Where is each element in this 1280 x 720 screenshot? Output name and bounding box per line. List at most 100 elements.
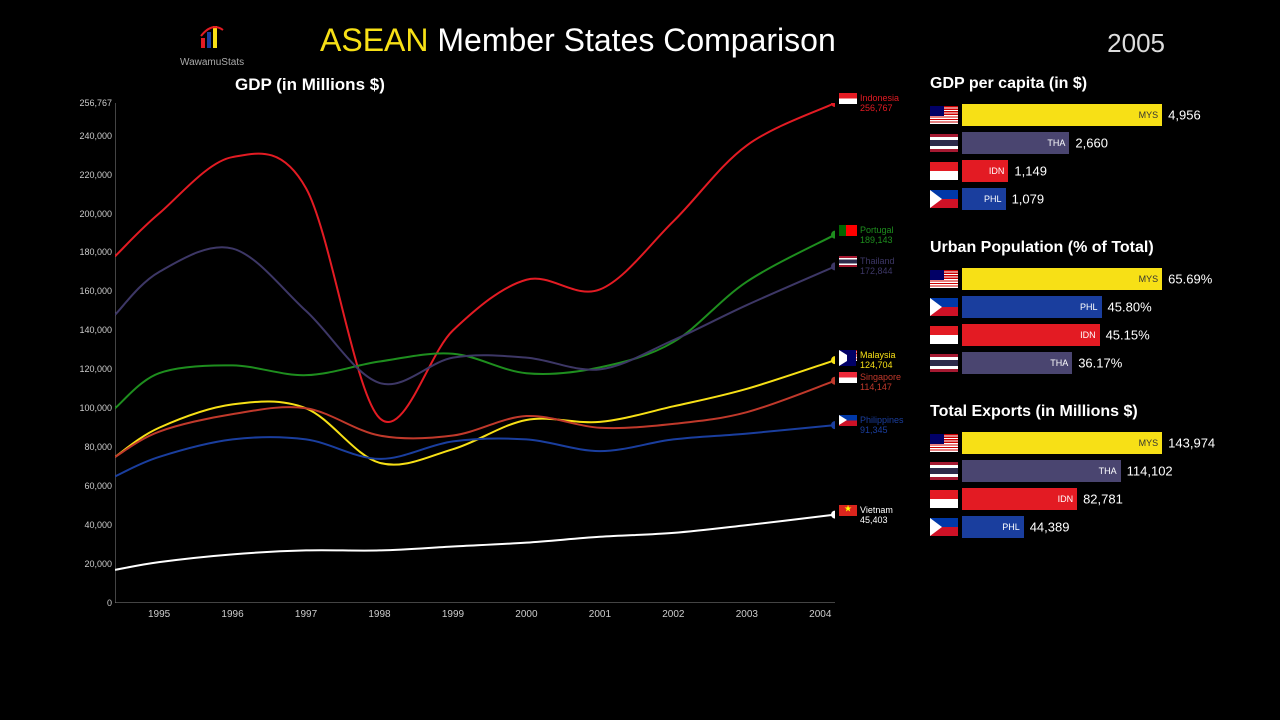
bar-row-mys: MYS 65.69% bbox=[930, 267, 1240, 291]
bar-track: PHL 44,389 bbox=[962, 516, 1240, 538]
title-highlight: ASEAN bbox=[320, 22, 428, 58]
year-display: 2005 bbox=[1107, 28, 1165, 59]
plot-area: Indonesia256,767Portugal189,143Thailand1… bbox=[115, 103, 835, 603]
flag-tha-icon bbox=[930, 134, 958, 152]
bar-track: MYS 4,956 bbox=[962, 104, 1240, 126]
flag-vnm-icon bbox=[839, 505, 857, 516]
y-tick-label: 60,000 bbox=[57, 481, 112, 491]
x-tick-label: 1995 bbox=[148, 609, 170, 620]
x-tick-label: 1997 bbox=[295, 609, 317, 620]
flag-prt-icon bbox=[839, 225, 857, 236]
side-panels: GDP per capita (in $) MYS 4,956 THA 2,66… bbox=[930, 75, 1240, 567]
bar-code: PHL bbox=[984, 194, 1002, 204]
y-tick-label: 120,000 bbox=[57, 364, 112, 374]
logo: WawamuStats bbox=[180, 20, 244, 68]
bar-row-tha: THA 2,660 bbox=[930, 131, 1240, 155]
flag-tha-icon bbox=[930, 462, 958, 480]
x-tick-label: 2004 bbox=[809, 609, 831, 620]
bar-value: 114,102 bbox=[1127, 464, 1173, 479]
bar-track: THA 36.17% bbox=[962, 352, 1240, 374]
flag-tha-icon bbox=[930, 354, 958, 372]
bar-row-mys: MYS 4,956 bbox=[930, 103, 1240, 127]
y-tick-label: 80,000 bbox=[57, 442, 112, 452]
bar-fill: PHL 44,389 bbox=[962, 516, 1024, 538]
series-label-tha: Thailand172,844 bbox=[839, 256, 895, 277]
x-tick-label: 1998 bbox=[368, 609, 390, 620]
bar-fill: MYS 4,956 bbox=[962, 104, 1162, 126]
bar-code: THA bbox=[1050, 358, 1068, 368]
flag-phl-icon bbox=[930, 190, 958, 208]
series-label-phl: Philippines91,345 bbox=[839, 415, 904, 436]
bar-fill: MYS 143,974 bbox=[962, 432, 1162, 454]
title-rest: Member States Comparison bbox=[428, 22, 835, 58]
bar-value: 45.15% bbox=[1106, 328, 1150, 343]
x-tick-label: 1999 bbox=[442, 609, 464, 620]
y-tick-label: 40,000 bbox=[57, 520, 112, 530]
series-label-sgp: Singapore114,147 bbox=[839, 372, 901, 393]
bar-row-phl: PHL 44,389 bbox=[930, 515, 1240, 539]
bar-track: PHL 1,079 bbox=[962, 188, 1240, 210]
panel-title: GDP per capita (in $) bbox=[930, 75, 1240, 93]
bar-fill: IDN 1,149 bbox=[962, 160, 1008, 182]
bar-code: THA bbox=[1099, 466, 1117, 476]
panel-title: Urban Population (% of Total) bbox=[930, 239, 1240, 257]
flag-tha-icon bbox=[839, 256, 857, 267]
flag-phl-icon bbox=[839, 415, 857, 426]
flag-sgp-icon bbox=[839, 372, 857, 383]
bar-code: PHL bbox=[1002, 522, 1020, 532]
y-tick-label: 100,000 bbox=[57, 403, 112, 413]
bar-panel-2: Total Exports (in Millions $) MYS 143,97… bbox=[930, 403, 1240, 539]
series-line-phl bbox=[115, 425, 835, 476]
series-label-idn: Indonesia256,767 bbox=[839, 93, 899, 114]
y-axis: 020,00040,00060,00080,000100,000120,0001… bbox=[57, 103, 112, 603]
series-line-mys bbox=[115, 360, 835, 465]
bar-fill: IDN 45.15% bbox=[962, 324, 1100, 346]
bar-panel-1: Urban Population (% of Total) MYS 65.69%… bbox=[930, 239, 1240, 375]
chart-area: 020,00040,00060,00080,000100,000120,0001… bbox=[115, 103, 885, 623]
bar-value: 44,389 bbox=[1030, 520, 1070, 535]
bar-value: 65.69% bbox=[1168, 272, 1212, 287]
y-tick-label: 200,000 bbox=[57, 209, 112, 219]
bar-fill: THA 114,102 bbox=[962, 460, 1121, 482]
x-tick-label: 1996 bbox=[221, 609, 243, 620]
bar-code: MYS bbox=[1139, 438, 1159, 448]
y-tick-label: 140,000 bbox=[57, 325, 112, 335]
bar-code: PHL bbox=[1080, 302, 1098, 312]
flag-mys-icon bbox=[930, 270, 958, 288]
bar-value: 1,149 bbox=[1014, 164, 1047, 179]
flag-idn-icon bbox=[930, 326, 958, 344]
bar-value: 4,956 bbox=[1168, 108, 1201, 123]
series-label-mys: Malaysia124,704 bbox=[839, 350, 896, 371]
bar-panel-0: GDP per capita (in $) MYS 4,956 THA 2,66… bbox=[930, 75, 1240, 211]
bar-track: THA 2,660 bbox=[962, 132, 1240, 154]
bar-track: MYS 143,974 bbox=[962, 432, 1240, 454]
bar-code: IDN bbox=[989, 166, 1005, 176]
flag-idn-icon bbox=[930, 490, 958, 508]
bar-fill: MYS 65.69% bbox=[962, 268, 1162, 290]
bar-track: MYS 65.69% bbox=[962, 268, 1240, 290]
bar-code: THA bbox=[1047, 138, 1065, 148]
flag-mys-icon bbox=[839, 350, 857, 361]
bar-value: 82,781 bbox=[1083, 492, 1123, 507]
bar-fill: IDN 82,781 bbox=[962, 488, 1077, 510]
bar-code: IDN bbox=[1080, 330, 1096, 340]
y-tick-label: 160,000 bbox=[57, 286, 112, 296]
y-tick-label: 240,000 bbox=[57, 131, 112, 141]
bar-row-phl: PHL 45.80% bbox=[930, 295, 1240, 319]
bar-value: 45.80% bbox=[1108, 300, 1152, 315]
main-chart-title: GDP (in Millions $) bbox=[235, 75, 885, 95]
bar-track: IDN 82,781 bbox=[962, 488, 1240, 510]
y-tick-label: 256,767 bbox=[57, 98, 112, 108]
flag-idn-icon bbox=[930, 162, 958, 180]
bar-code: IDN bbox=[1058, 494, 1074, 504]
bar-fill: PHL 45.80% bbox=[962, 296, 1102, 318]
flag-mys-icon bbox=[930, 106, 958, 124]
bar-track: THA 114,102 bbox=[962, 460, 1240, 482]
logo-text: WawamuStats bbox=[180, 57, 244, 68]
bar-row-tha: THA 36.17% bbox=[930, 351, 1240, 375]
x-tick-label: 2002 bbox=[662, 609, 684, 620]
panel-title: Total Exports (in Millions $) bbox=[930, 403, 1240, 421]
x-tick-label: 2000 bbox=[515, 609, 537, 620]
bar-track: IDN 45.15% bbox=[962, 324, 1240, 346]
x-tick-label: 2001 bbox=[589, 609, 611, 620]
